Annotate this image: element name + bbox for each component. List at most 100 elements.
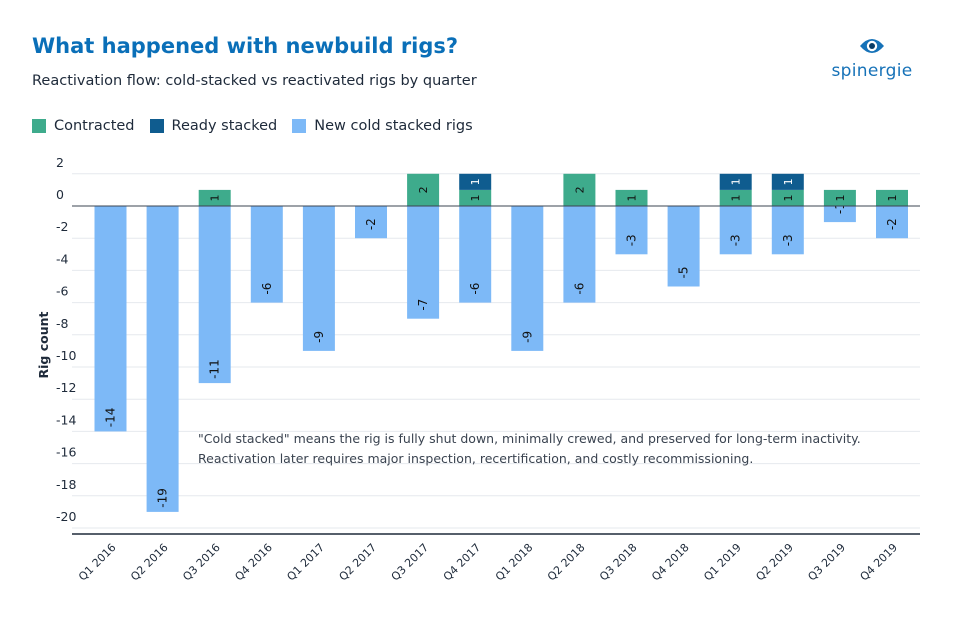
y-tick-label: 0	[56, 187, 64, 202]
bar-ready-stacked	[459, 173, 492, 190]
x-tick-label: Q2 2016	[128, 541, 171, 584]
bar-cold-stacked	[407, 206, 440, 319]
x-tick-label: Q4 2017	[441, 541, 484, 584]
bar-cold-stacked	[302, 206, 335, 351]
x-tick-label: Q4 2019	[858, 541, 901, 584]
legend-swatch-contracted	[32, 119, 46, 133]
bar-cold-stacked	[615, 206, 648, 255]
bar-value-label: -3	[729, 234, 743, 246]
legend-item-contracted: Contracted	[32, 118, 135, 134]
bar-contracted	[823, 189, 856, 206]
x-tick-label: Q1 2018	[493, 541, 536, 584]
chart-subtitle: Reactivation flow: cold-stacked vs react…	[32, 73, 477, 89]
x-tick-label: Q4 2016	[232, 541, 275, 584]
bar-value-label: 1	[886, 194, 899, 201]
bar-value-label: -11	[208, 359, 222, 379]
x-tick-label: Q2 2019	[753, 541, 796, 584]
bar-value-label: 1	[469, 194, 482, 201]
x-tick-label: Q3 2018	[597, 541, 640, 584]
y-tick-label: -2	[56, 219, 68, 234]
bar-cold-stacked	[876, 206, 908, 239]
y-tick-label: -6	[56, 284, 69, 299]
y-axis-title: Rig count	[36, 311, 51, 378]
y-tick-label: -20	[56, 509, 76, 524]
legend-item-cold-stacked: New cold stacked rigs	[292, 118, 473, 134]
bar-cold-stacked	[511, 206, 544, 351]
x-tick-label: Q3 2016	[180, 541, 223, 584]
bar-value-label: -19	[156, 488, 170, 508]
legend-swatch-ready-stacked	[149, 119, 164, 133]
bar-value-label: 1	[730, 178, 743, 185]
bar-value-label: -6	[468, 283, 482, 295]
x-tick-label: Q2 2017	[337, 541, 380, 584]
y-tick-label: -14	[56, 412, 76, 427]
y-tick-label: -8	[56, 316, 69, 331]
bar-value-label: -7	[416, 299, 430, 311]
bar-value-label: -6	[572, 283, 586, 295]
bar-contracted	[771, 189, 804, 206]
x-tick-label: Q3 2019	[805, 541, 848, 584]
bar-value-label: 1	[782, 194, 795, 201]
bar-value-label: 1	[782, 178, 795, 185]
bar-value-label: -14	[104, 408, 118, 428]
x-tick-label: Q3 2017	[389, 541, 432, 584]
legend-label-cold-stacked: New cold stacked rigs	[314, 118, 473, 134]
bar-cold-stacked	[250, 206, 283, 303]
brand-name: spinergie	[831, 61, 913, 81]
y-tick-label: -18	[56, 477, 76, 492]
bar-contracted	[876, 189, 908, 206]
bar-value-label: 2	[573, 186, 586, 193]
x-tick-label: Q1 2019	[701, 541, 744, 584]
bar-value-label: 1	[626, 194, 639, 201]
bar-value-label: -3	[625, 234, 639, 246]
bar-contracted	[198, 189, 231, 206]
bar-contracted	[615, 189, 648, 206]
bar-value-label: 1	[730, 194, 743, 201]
bar-value-label: 1	[834, 194, 847, 201]
y-tick-label: -4	[56, 251, 69, 266]
legend-swatch-cold-stacked	[292, 119, 307, 133]
chart-title: What happened with newbuild rigs?	[32, 34, 459, 58]
legend-label-ready-stacked: Ready stacked	[171, 118, 278, 134]
bar-value-label: -3	[781, 234, 795, 246]
x-tick-label: Q1 2017	[284, 541, 327, 584]
y-tick-label: -16	[56, 445, 76, 460]
bar-value-label: -9	[312, 331, 326, 343]
bar-value-label: -9	[520, 331, 534, 343]
y-tick-label: 2	[56, 155, 64, 170]
bar-value-label: -1	[833, 202, 847, 214]
bar-cold-stacked	[771, 206, 804, 255]
bar-cold-stacked	[667, 206, 700, 287]
y-tick-label: -10	[56, 348, 76, 363]
bar-cold-stacked	[563, 206, 596, 303]
bar-contracted	[719, 189, 752, 206]
x-tick-label: Q2 2018	[545, 541, 588, 584]
legend-item-ready-stacked: Ready stacked	[149, 118, 278, 134]
bar-value-label: -2	[364, 218, 378, 230]
bar-cold-stacked	[355, 206, 387, 239]
x-tick-label: Q1 2016	[76, 541, 119, 584]
annotation-note-line: Reactivation later requires major inspec…	[198, 451, 753, 466]
eye-icon	[860, 39, 884, 53]
bar-ready-stacked	[719, 173, 752, 190]
bar-cold-stacked	[719, 206, 752, 255]
bar-cold-stacked	[94, 206, 127, 432]
bar-contracted	[459, 189, 492, 206]
bar-value-label: 2	[417, 186, 430, 193]
bar-cold-stacked	[459, 206, 492, 303]
y-tick-label: -12	[56, 380, 76, 395]
bar-contracted	[563, 173, 596, 206]
x-tick-label: Q4 2018	[649, 541, 692, 584]
bar-value-label: -6	[260, 283, 274, 295]
brand-logo: spinergie	[824, 36, 920, 81]
bar-ready-stacked	[771, 173, 804, 190]
bar-cold-stacked	[198, 206, 231, 384]
bar-value-label: -2	[885, 218, 899, 230]
bar-cold-stacked	[823, 206, 856, 223]
annotation-note-line: "Cold stacked" means the rig is fully sh…	[198, 431, 861, 446]
bar-contracted	[407, 173, 440, 206]
chart-legend: Contracted Ready stacked New cold stacke…	[32, 118, 488, 134]
bar-value-label: -5	[677, 267, 691, 279]
bar-value-label: 1	[469, 178, 482, 185]
bar-cold-stacked	[146, 206, 179, 512]
